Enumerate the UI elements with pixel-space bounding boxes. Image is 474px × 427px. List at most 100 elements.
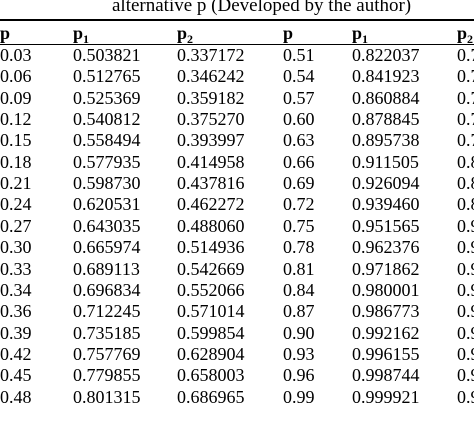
cell-p1-right: 0.962376 [352, 237, 420, 258]
cell-p2-right: 0.9 [457, 343, 474, 364]
cell-p1-right: 0.822037 [352, 45, 420, 65]
cell-p1: 0.540812 [73, 109, 141, 130]
cell-p2-right: 0.7 [457, 87, 474, 108]
cell-p2-right: 0.7 [457, 109, 474, 130]
cell-p2: 0.542669 [177, 258, 245, 279]
cell-p2: 0.488060 [177, 215, 245, 236]
cell-p1-right: 0.998744 [352, 365, 420, 386]
cell-p: 0.30 [0, 237, 32, 258]
table-row: 0.06 0.512765 0.346242 0.54 0.841923 0.7 [0, 66, 474, 87]
table-row: 0.30 0.665974 0.514936 0.78 0.962376 0.9 [0, 237, 474, 258]
cell-p1: 0.598730 [73, 173, 141, 194]
cell-p1: 0.503821 [73, 45, 141, 65]
cell-p1-right: 0.926094 [352, 173, 420, 194]
table-row: 0.21 0.598730 0.437816 0.69 0.926094 0.8 [0, 173, 474, 194]
cell-p: 0.18 [0, 151, 32, 172]
cell-p2-right: 0.9 [457, 237, 474, 258]
cell-p-right: 0.81 [283, 258, 315, 279]
cell-p1: 0.620531 [73, 194, 141, 215]
cell-p1-right: 0.992162 [352, 322, 420, 343]
cell-p-right: 0.60 [283, 109, 315, 130]
cell-p2-right: 0.9 [457, 258, 474, 279]
header-p2-right-base: p [457, 23, 468, 43]
cell-p1: 0.665974 [73, 237, 141, 258]
cell-p2: 0.414958 [177, 151, 245, 172]
table-row: 0.18 0.577935 0.414958 0.66 0.911505 0.8 [0, 152, 474, 173]
cell-p1-right: 0.996155 [352, 343, 420, 364]
header-p-label: p [0, 23, 11, 43]
cell-p: 0.06 [0, 66, 32, 87]
cell-p1-right: 0.980001 [352, 279, 420, 300]
cell-p1: 0.525369 [73, 87, 141, 108]
cell-p2-right: 0.9 [457, 301, 474, 322]
table-row: 0.24 0.620531 0.462272 0.72 0.939460 0.8 [0, 194, 474, 215]
table-row: 0.36 0.712245 0.571014 0.87 0.986773 0.9 [0, 301, 474, 322]
header-p2-right-subscript: 2 [467, 32, 474, 46]
cell-p2: 0.628904 [177, 343, 245, 364]
cell-p: 0.24 [0, 194, 32, 215]
cell-p1-right: 0.986773 [352, 301, 420, 322]
cell-p1: 0.696834 [73, 279, 141, 300]
table-row: 0.15 0.558494 0.393997 0.63 0.895738 0.7 [0, 130, 474, 151]
cell-p-right: 0.84 [283, 279, 315, 300]
cell-p2: 0.658003 [177, 365, 245, 386]
cell-p: 0.03 [0, 45, 32, 65]
header-p1-subscript: 1 [83, 32, 90, 46]
header-p-right-label: p [283, 23, 294, 43]
cell-p: 0.34 [0, 279, 32, 300]
cell-p2: 0.462272 [177, 194, 245, 215]
cell-p2: 0.552066 [177, 279, 245, 300]
cell-p2-right: 0.7 [457, 130, 474, 151]
table-caption: alternative p (Developed by the author) [0, 0, 474, 16]
cell-p1: 0.779855 [73, 365, 141, 386]
cell-p: 0.39 [0, 322, 32, 343]
cell-p: 0.45 [0, 365, 32, 386]
cell-p2: 0.599854 [177, 322, 245, 343]
table-header-rule [0, 44, 474, 45]
table-row: 0.45 0.779855 0.658003 0.96 0.998744 0.9 [0, 365, 474, 386]
header-p1: p1 [73, 23, 90, 46]
cell-p-right: 0.90 [283, 322, 315, 343]
cell-p: 0.33 [0, 258, 32, 279]
cell-p-right: 0.51 [283, 45, 315, 65]
table-top-rule [0, 19, 474, 21]
cell-p1-right: 0.971862 [352, 258, 420, 279]
cell-p2-right: 0.8 [457, 194, 474, 215]
table-row: 0.48 0.801315 0.686965 0.99 0.999921 0.9 [0, 387, 474, 408]
cell-p1: 0.512765 [73, 66, 141, 87]
cell-p2-right: 0.8 [457, 151, 474, 172]
table-row: 0.34 0.696834 0.552066 0.84 0.980001 0.9 [0, 280, 474, 301]
cell-p: 0.48 [0, 386, 32, 407]
cell-p2: 0.375270 [177, 109, 245, 130]
cell-p-right: 0.99 [283, 386, 315, 407]
table-row: 0.12 0.540812 0.375270 0.60 0.878845 0.7 [0, 109, 474, 130]
cell-p1-right: 0.895738 [352, 130, 420, 151]
cell-p-right: 0.57 [283, 87, 315, 108]
header-p1-right: p1 [352, 23, 368, 46]
table-row: 0.42 0.757769 0.628904 0.93 0.996155 0.9 [0, 344, 474, 365]
cell-p: 0.15 [0, 130, 32, 151]
cell-p1-right: 0.860884 [352, 87, 420, 108]
cell-p-right: 0.72 [283, 194, 315, 215]
cell-p: 0.42 [0, 343, 32, 364]
cell-p1-right: 0.939460 [352, 194, 420, 215]
cell-p-right: 0.75 [283, 215, 315, 236]
header-p2-base: p [177, 23, 188, 43]
cell-p1: 0.735185 [73, 322, 141, 343]
cell-p1: 0.689113 [73, 258, 140, 279]
table-row: 0.09 0.525369 0.359182 0.57 0.860884 0.7 [0, 88, 474, 109]
cell-p2: 0.346242 [177, 66, 245, 87]
header-p2-subscript: 2 [187, 32, 194, 46]
cell-p-right: 0.69 [283, 173, 315, 194]
cell-p: 0.27 [0, 215, 32, 236]
cell-p2: 0.686965 [177, 386, 245, 407]
cell-p1: 0.577935 [73, 151, 141, 172]
cell-p2: 0.359182 [177, 87, 245, 108]
table-row: 0.39 0.735185 0.599854 0.90 0.992162 0.9 [0, 323, 474, 344]
cell-p: 0.09 [0, 87, 32, 108]
header-p: p [0, 23, 10, 43]
cell-p2-right: 0.7 [457, 45, 474, 65]
table-row: 0.27 0.643035 0.488060 0.75 0.951565 0.9 [0, 216, 474, 237]
cell-p2-right: 0.8 [457, 173, 474, 194]
cell-p-right: 0.63 [283, 130, 315, 151]
